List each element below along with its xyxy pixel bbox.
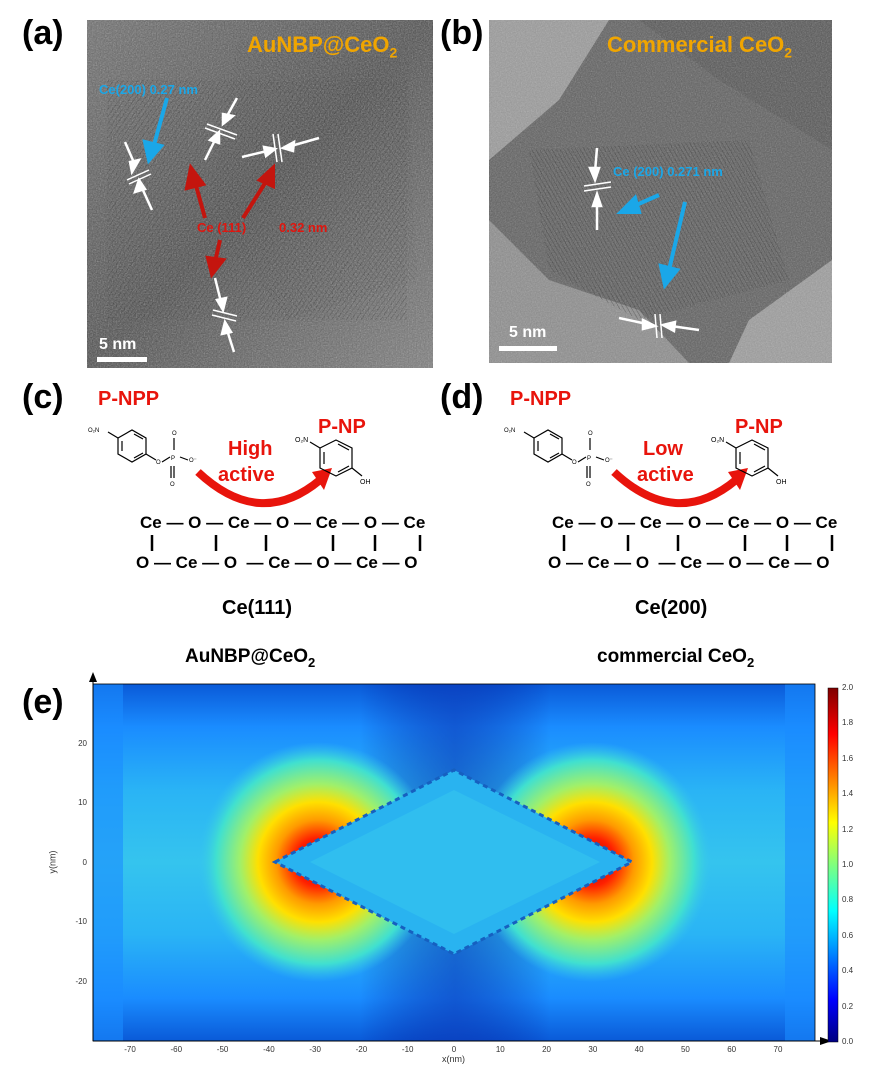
x-tick-label: 30 <box>588 1045 598 1054</box>
colorbar-tick-label: 2.0 <box>842 683 854 692</box>
svg-text:OH: OH <box>776 479 787 486</box>
d-product-label: P-NP <box>735 416 783 438</box>
x-tick-label: 70 <box>773 1045 783 1054</box>
x-tick-label: -20 <box>355 1045 368 1054</box>
colorbar-tick-label: 0.2 <box>842 1001 854 1011</box>
x-tick-label: -40 <box>263 1045 275 1054</box>
y-tick-label: -20 <box>75 976 87 986</box>
svg-text:O: O <box>156 460 161 466</box>
colorbar-tick-label: 1.4 <box>842 789 854 799</box>
svg-text:O₂N: O₂N <box>295 437 308 444</box>
tem-b-title: Commercial CeO2 <box>607 32 793 61</box>
svg-text:O₂N: O₂N <box>711 437 724 444</box>
d-lattice-bonds <box>562 535 834 551</box>
tem-a-blue-label: Ce(200) 0.27 nm <box>99 82 198 97</box>
tem-image-a: AuNBP@CeO2 Ce(200) 0.27 nm Ce (111) 0.32… <box>87 20 433 368</box>
x-tick-label: -50 <box>216 1045 229 1054</box>
tem-a-scale-bar <box>97 357 147 362</box>
c-lattice-row3: O — Ce — O — Ce — O — Ce — O <box>136 553 418 572</box>
tem-b-scale-bar <box>499 346 557 351</box>
svg-text:O: O <box>572 460 577 466</box>
d-activity-1: Low <box>643 438 683 460</box>
colorbar-tick-label: 1.2 <box>842 824 854 834</box>
panel-label-b: (b) <box>440 14 484 52</box>
svg-text:O: O <box>170 482 175 488</box>
svg-text:O⁻: O⁻ <box>605 458 613 464</box>
x-axis-label: x(nm) <box>442 1054 465 1064</box>
tem-a-title: AuNBP@CeO2 <box>247 32 398 61</box>
panel-label-d: (d) <box>440 378 484 416</box>
x-tick-label: 60 <box>727 1045 737 1054</box>
field-heatmap <box>89 672 839 1045</box>
colorbar-tick-label: 0.0 <box>842 1037 854 1046</box>
colorbar <box>827 687 839 1043</box>
tem-b-blue-label: Ce (200) 0.271 nm <box>613 164 723 179</box>
colorbar-tick-label: 0.8 <box>842 895 854 905</box>
tem-a-red-label-1: Ce (111) <box>197 220 247 235</box>
svg-text:O: O <box>172 431 177 437</box>
e-left-title: AuNBP@CeO2 <box>185 646 316 670</box>
x-tick-label: 10 <box>495 1045 505 1054</box>
x-tick-label: 40 <box>634 1045 644 1054</box>
colorbar-tick-label: 1.6 <box>842 753 854 763</box>
d-activity-2: active <box>637 464 694 486</box>
d-surface-label: Ce(200) <box>635 597 708 619</box>
svg-text:OH: OH <box>360 479 371 486</box>
y-tick-label: 20 <box>78 738 87 748</box>
y-tick-label: 0 <box>82 857 87 867</box>
svg-text:P: P <box>587 456 591 462</box>
x-tick-label: -10 <box>401 1045 414 1054</box>
panel-label-a: (a) <box>22 14 64 52</box>
panel-label-c: (c) <box>22 378 64 416</box>
c-activity-1: High <box>228 438 273 460</box>
tem-image-b: Commercial CeO2 Ce (200) 0.271 nm 5 nm <box>489 20 832 363</box>
panel-label-e: (e) <box>22 683 64 721</box>
svg-text:O: O <box>586 482 591 488</box>
c-reaction-scheme: O₂N O P O O O⁻ O₂N OH <box>88 428 371 508</box>
c-activity-2: active <box>218 464 275 486</box>
x-tick-label: 0 <box>451 1045 457 1054</box>
d-lattice-row3: O — Ce — O — Ce — O — Ce — O <box>548 553 830 572</box>
c-product-label: P-NP <box>318 416 366 438</box>
colorbar-tick-label: 0.4 <box>842 966 854 976</box>
colorbar-tick-label: 1.0 <box>842 860 854 869</box>
x-tick-label: -30 <box>309 1045 321 1054</box>
svg-text:O₂N: O₂N <box>504 428 515 434</box>
c-surface-label: Ce(111) <box>222 597 293 619</box>
colorbar-tick-label: 0.6 <box>842 930 854 940</box>
y-axis-label: y(nm) <box>47 850 58 873</box>
d-reaction-scheme: O₂N O P O O O⁻ O₂N OH <box>504 428 787 508</box>
colorbar-tick-label: 1.8 <box>842 718 854 728</box>
c-lattice-bonds <box>150 535 422 551</box>
tem-b-scale-label: 5 nm <box>509 324 547 341</box>
x-tick-label: 20 <box>542 1045 552 1054</box>
tem-a-red-label-2: 0.32 nm <box>279 220 328 235</box>
svg-text:O₂N: O₂N <box>88 428 99 434</box>
d-lattice-row1: Ce — O — Ce — O — Ce — O — Ce <box>552 513 838 532</box>
svg-text:P: P <box>171 456 175 462</box>
tem-a-scale-label: 5 nm <box>99 336 137 353</box>
c-reactant-label: P-NPP <box>98 388 160 410</box>
e-right-title: commercial CeO2 <box>597 646 755 670</box>
d-reactant-label: P-NPP <box>510 388 572 410</box>
y-tick-label: 10 <box>78 798 87 807</box>
c-lattice-row1: Ce — O — Ce — O — Ce — O — Ce <box>140 513 426 532</box>
x-tick-label: -60 <box>170 1045 183 1054</box>
x-tick-label: -70 <box>124 1045 136 1054</box>
y-tick-label: -10 <box>75 917 87 926</box>
svg-text:O⁻: O⁻ <box>189 458 197 464</box>
svg-text:O: O <box>588 431 593 437</box>
x-tick-label: 50 <box>680 1045 690 1054</box>
